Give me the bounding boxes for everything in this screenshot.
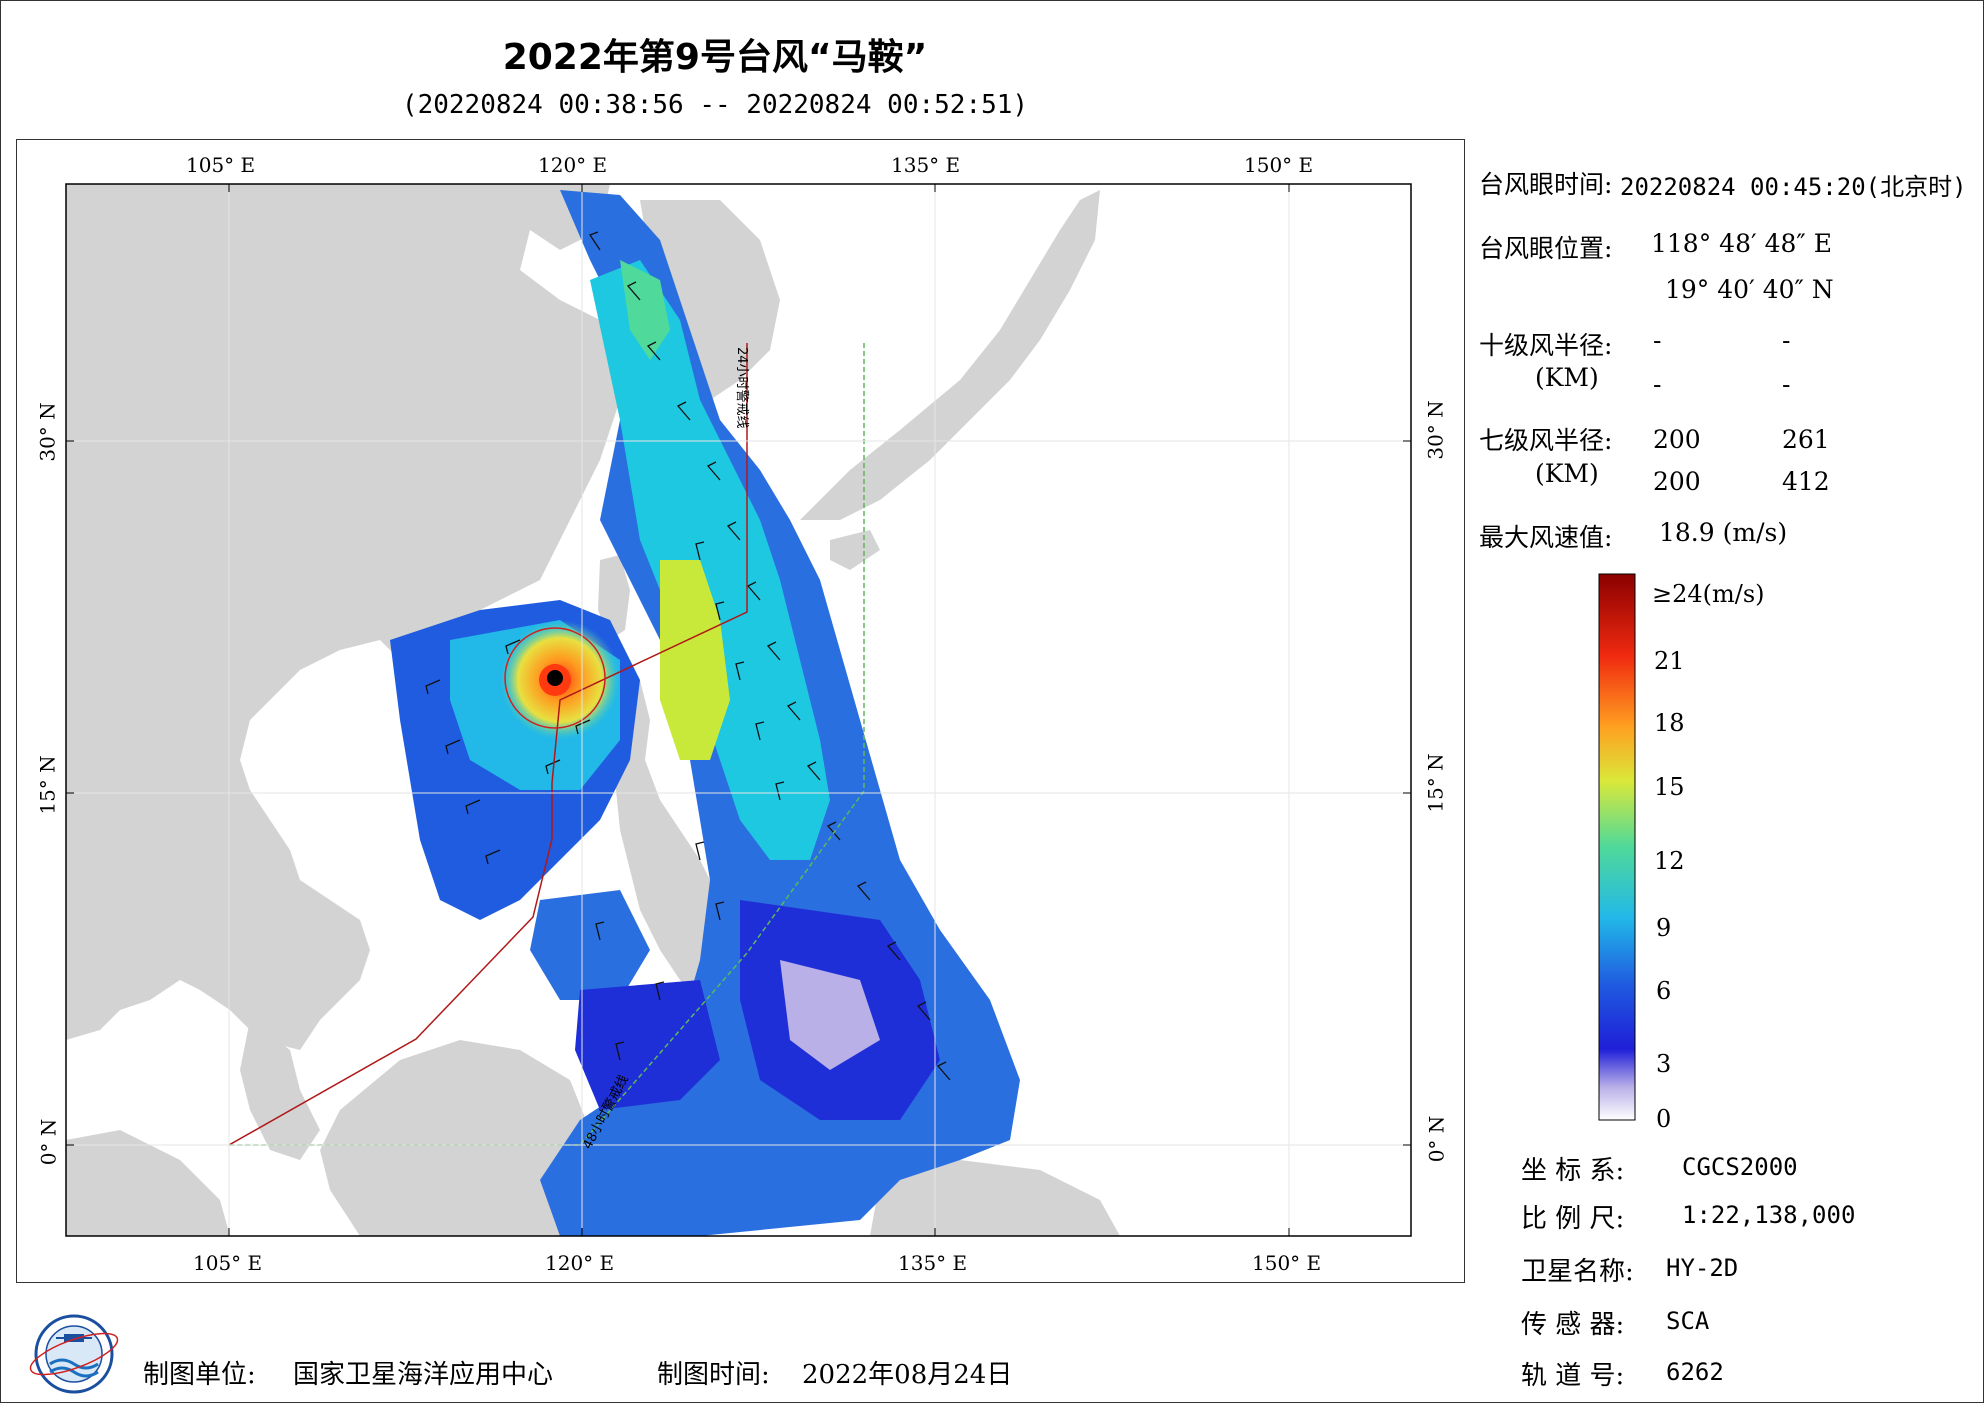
r10-value-3: -: [1653, 370, 1662, 399]
orbit-value: 6262: [1666, 1358, 1724, 1386]
r10-value-4: -: [1782, 370, 1791, 399]
r7-unit: (KM): [1535, 459, 1599, 488]
lon-tick-top-150: 150° E: [1244, 153, 1314, 177]
lon-tick-top-105: 105° E: [186, 153, 256, 177]
footer-date-value: 2022年08月24日: [802, 1360, 1013, 1390]
r7-value-1: 200: [1653, 425, 1701, 454]
map-title: 2022年第9号台风“马鞍”: [502, 37, 928, 78]
map-border: [65, 183, 1412, 1237]
orbit-label: 轨 道 号:: [1521, 1361, 1625, 1391]
colorbar-label-24: ≥24(m/s): [1652, 580, 1765, 608]
eye-time-label: 台风眼时间:: [1479, 170, 1613, 199]
satellite-label: 卫星名称:: [1521, 1257, 1634, 1287]
graticule: [66, 184, 1411, 1236]
eye-lat: 19° 40′ 40″ N: [1665, 275, 1834, 304]
colorbar-label-15: 15: [1654, 773, 1685, 801]
colorbar-label-6: 6: [1656, 977, 1672, 1005]
colorbar-label-3: 3: [1656, 1050, 1672, 1078]
r10-value-1: -: [1653, 326, 1662, 355]
map-tick-marks: [66, 184, 1411, 1236]
r7-value-4: 412: [1782, 467, 1830, 496]
lon-tick-bottom-105: 105° E: [193, 1251, 263, 1275]
footer-org-value: 国家卫星海洋应用中心: [293, 1360, 554, 1390]
r10-unit: (KM): [1535, 363, 1599, 392]
satellite-value: HY-2D: [1666, 1254, 1739, 1282]
warning-line-24h-label: 24小时警戒线: [734, 347, 750, 429]
colorbar: [1598, 573, 1636, 1121]
lon-tick-top-120: 120° E: [538, 153, 608, 177]
lon-tick-bottom-150: 150° E: [1252, 1251, 1322, 1275]
map-subtitle: (20220824 00:38:56 -- 20220824 00:52:51): [401, 90, 1029, 120]
eye-lon: 118° 48′ 48″ E: [1651, 229, 1832, 258]
scale-label: 比 例 尺:: [1521, 1204, 1625, 1234]
crs-value: CGCS2000: [1682, 1153, 1798, 1181]
eye-time-value: 20220824 00:45:20(北京时): [1620, 173, 1967, 201]
r7-label: 七级风半径:: [1479, 426, 1613, 455]
r7-value-3: 200: [1653, 467, 1701, 496]
crs-label: 坐 标 系:: [1521, 1156, 1625, 1186]
eye-pos-label: 台风眼位置:: [1479, 234, 1613, 263]
max-wind-label: 最大风速值:: [1479, 523, 1613, 552]
colorbar-label-21: 21: [1654, 647, 1685, 675]
wind-barbs: [425, 231, 951, 1081]
lon-tick-top-135: 135° E: [891, 153, 961, 177]
scale-value: 1:22,138,000: [1682, 1201, 1856, 1229]
colorbar-label-0: 0: [1656, 1105, 1672, 1133]
wind-speed-swath: [390, 190, 1020, 1236]
typhoon-7-level-radius: [504, 627, 606, 729]
warning-line-24h: [228, 343, 748, 1146]
footer-date-label: 制图时间:: [657, 1360, 770, 1390]
sensor-label: 传 感 器:: [1521, 1310, 1625, 1340]
lon-tick-bottom-120: 120° E: [545, 1251, 615, 1275]
max-wind-value: 18.9 (m/s): [1659, 518, 1788, 547]
r10-value-2: -: [1782, 326, 1791, 355]
r7-value-2: 261: [1782, 425, 1830, 454]
map-frame: [16, 139, 1465, 1283]
colorbar-label-12: 12: [1654, 847, 1685, 875]
r10-label: 十级风半径:: [1479, 331, 1613, 360]
colorbar-label-9: 9: [1656, 914, 1672, 942]
typhoon-eye-marker: [547, 670, 563, 686]
colorbar-label-18: 18: [1654, 709, 1685, 737]
sensor-value: SCA: [1666, 1307, 1710, 1335]
lon-tick-bottom-135: 135° E: [898, 1251, 968, 1275]
footer-org-label: 制图单位:: [143, 1360, 256, 1390]
organization-logo: [29, 1314, 119, 1394]
